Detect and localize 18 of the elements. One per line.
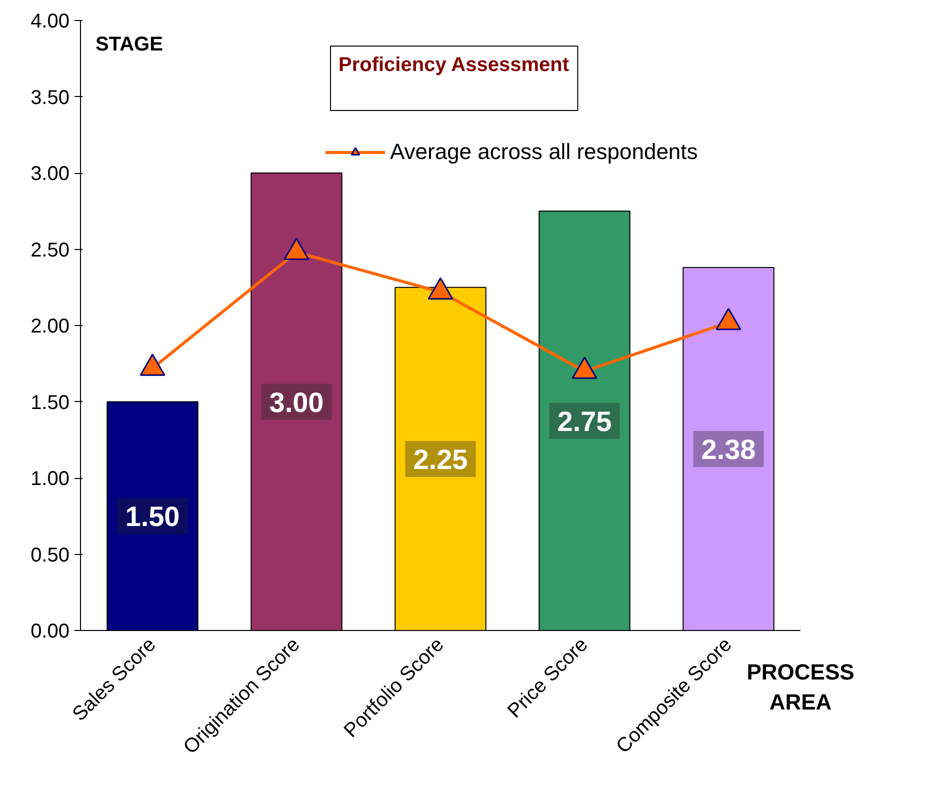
y-tick-label: 3.00 — [30, 163, 70, 185]
text: Proficiency Assessment — [338, 54, 570, 76]
y-tick-label: 0.00 — [30, 620, 70, 642]
data-label: 2.38 — [701, 434, 756, 466]
data-label: 2.25 — [413, 444, 468, 475]
data-label: 1.50 — [125, 501, 180, 532]
y-tick-label: 3.50 — [30, 86, 70, 109]
y-tick-label: 0.50 — [30, 544, 70, 566]
y-tick-label: 1.50 — [30, 392, 70, 414]
y-tick-label: 4.00 — [30, 10, 70, 32]
data-label: 2.75 — [557, 406, 612, 437]
y-axis-title: STAGE — [96, 34, 163, 56]
y-tick-label: 2.50 — [30, 239, 70, 262]
y-tick-label: 1.00 — [30, 468, 70, 490]
x-axis-title: PROCESS AREA — [746, 659, 854, 714]
data-label: 3.00 — [269, 386, 324, 418]
legend-label: Average across all respondents — [390, 139, 698, 165]
y-tick-label: 2.00 — [30, 316, 70, 338]
